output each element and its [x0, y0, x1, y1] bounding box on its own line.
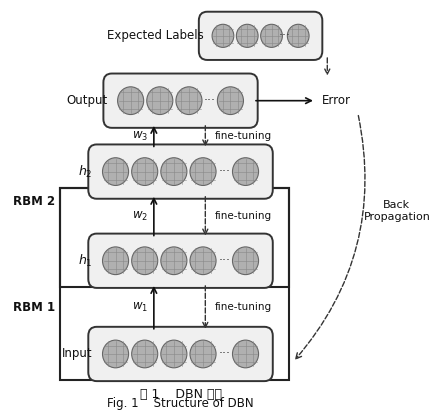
- Text: Error: Error: [322, 94, 351, 107]
- Circle shape: [161, 247, 187, 275]
- Circle shape: [132, 158, 158, 185]
- Circle shape: [190, 158, 216, 185]
- Text: ···: ···: [218, 254, 230, 267]
- Text: $w_2$: $w_2$: [132, 210, 148, 223]
- Circle shape: [233, 158, 259, 185]
- Circle shape: [118, 87, 144, 115]
- FancyBboxPatch shape: [199, 12, 322, 60]
- FancyArrowPatch shape: [296, 115, 365, 359]
- Text: Expected Labels: Expected Labels: [107, 29, 204, 42]
- Text: Fig. 1    Structure of DBN: Fig. 1 Structure of DBN: [107, 397, 254, 410]
- Circle shape: [132, 247, 158, 275]
- Circle shape: [102, 158, 128, 185]
- Circle shape: [102, 340, 128, 368]
- Text: fine-tuning: fine-tuning: [215, 302, 272, 312]
- Text: ···: ···: [204, 94, 216, 107]
- Circle shape: [287, 24, 309, 47]
- Text: RBM 2: RBM 2: [13, 195, 55, 208]
- Text: ···: ···: [218, 165, 230, 178]
- Circle shape: [217, 87, 243, 115]
- Circle shape: [190, 340, 216, 368]
- Text: $w_1$: $w_1$: [132, 301, 148, 314]
- Circle shape: [132, 340, 158, 368]
- Circle shape: [233, 247, 259, 275]
- Text: 图 1    DBN 结构: 图 1 DBN 结构: [140, 388, 221, 401]
- Circle shape: [212, 24, 234, 47]
- FancyBboxPatch shape: [88, 327, 273, 381]
- Text: ···: ···: [279, 29, 291, 42]
- Text: Input: Input: [62, 347, 93, 360]
- Text: $h_2$: $h_2$: [78, 164, 93, 180]
- Text: $h_1$: $h_1$: [78, 253, 93, 269]
- Circle shape: [102, 247, 128, 275]
- Circle shape: [176, 87, 202, 115]
- FancyBboxPatch shape: [88, 145, 273, 199]
- Text: Back
Propagation: Back Propagation: [364, 200, 431, 222]
- Circle shape: [147, 87, 173, 115]
- Circle shape: [233, 340, 259, 368]
- FancyBboxPatch shape: [103, 73, 258, 128]
- Text: Output: Output: [67, 94, 108, 107]
- Circle shape: [161, 158, 187, 185]
- Text: fine-tuning: fine-tuning: [215, 131, 272, 141]
- FancyBboxPatch shape: [88, 234, 273, 288]
- Circle shape: [190, 247, 216, 275]
- Text: ···: ···: [218, 347, 230, 360]
- Circle shape: [261, 24, 283, 47]
- Text: RBM 1: RBM 1: [13, 301, 55, 314]
- Text: $w_3$: $w_3$: [132, 130, 148, 143]
- Circle shape: [237, 24, 258, 47]
- Text: fine-tuning: fine-tuning: [215, 211, 272, 221]
- Circle shape: [161, 340, 187, 368]
